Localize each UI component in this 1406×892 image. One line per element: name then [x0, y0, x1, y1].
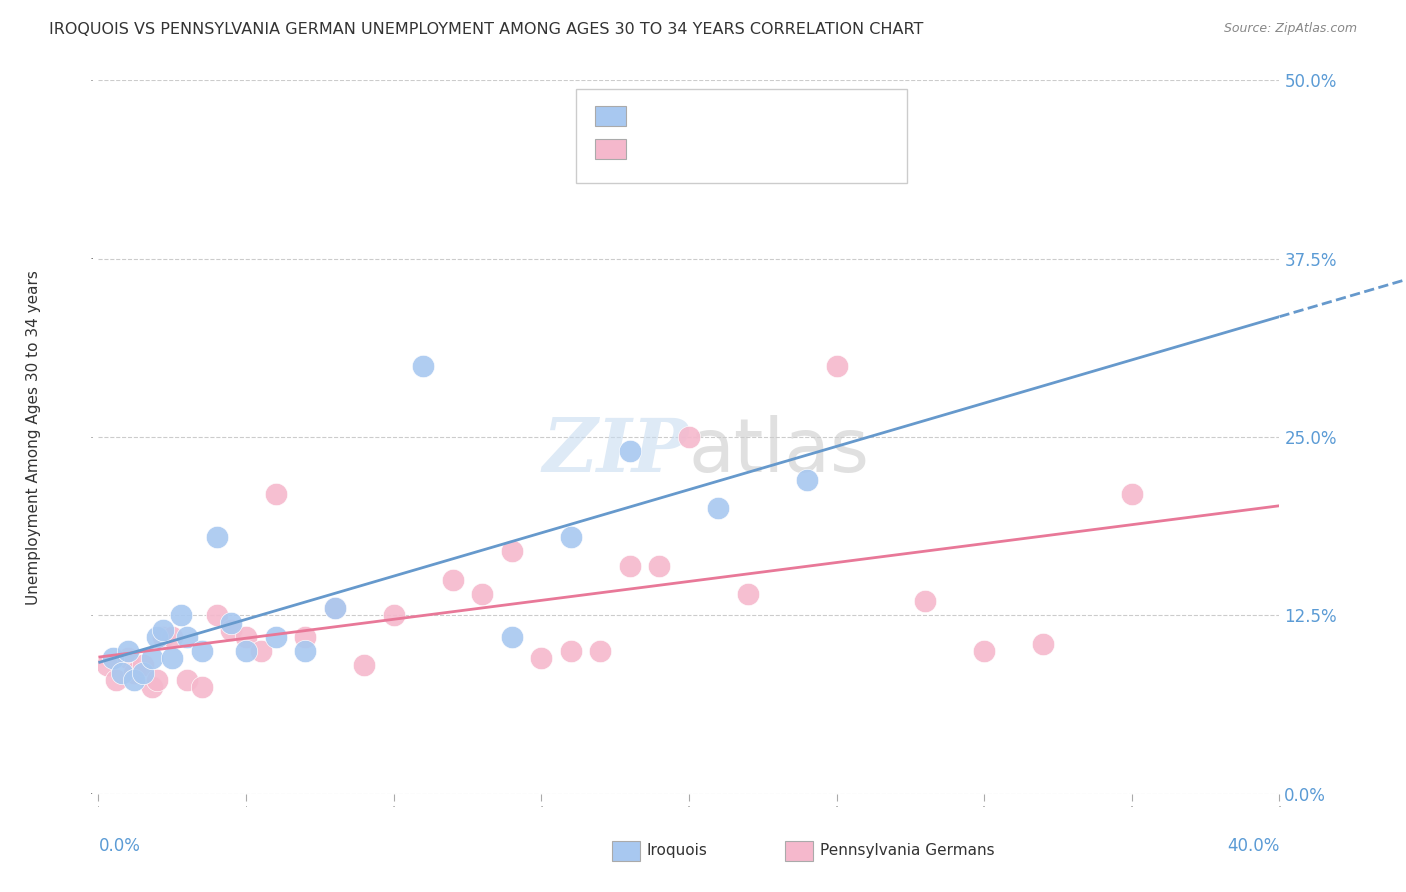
Point: [1121, 487, 1143, 501]
Point: [560, 530, 582, 544]
Point: [176, 630, 198, 644]
Point: [294, 630, 316, 644]
Point: [471, 587, 494, 601]
Point: [146, 630, 169, 644]
Point: [117, 644, 139, 658]
Point: [560, 644, 582, 658]
Text: 0.500: 0.500: [681, 110, 728, 125]
Point: [191, 680, 214, 694]
Point: [250, 644, 273, 658]
Point: [191, 644, 214, 658]
Point: [205, 530, 228, 544]
Text: R =: R =: [634, 110, 668, 125]
Point: [412, 359, 434, 373]
Point: [648, 558, 671, 573]
Point: [235, 644, 257, 658]
Point: [152, 630, 174, 644]
Point: [96, 658, 118, 673]
Point: [796, 473, 818, 487]
Text: Iroquois: Iroquois: [647, 843, 707, 857]
Point: [264, 487, 287, 501]
Text: Source: ZipAtlas.com: Source: ZipAtlas.com: [1223, 22, 1357, 36]
Point: [382, 608, 405, 623]
Point: [152, 623, 174, 637]
Point: [914, 594, 936, 608]
Point: [122, 665, 145, 680]
Text: Unemployment Among Ages 30 to 34 years: Unemployment Among Ages 30 to 34 years: [25, 269, 41, 605]
Point: [294, 644, 316, 658]
Point: [589, 644, 612, 658]
Text: 0.311: 0.311: [681, 143, 728, 158]
Point: [323, 601, 346, 615]
Text: N = 35: N = 35: [754, 143, 811, 158]
Point: [122, 673, 145, 687]
Point: [141, 680, 163, 694]
Text: N = 22: N = 22: [754, 110, 811, 125]
Point: [501, 544, 523, 558]
Text: Pennsylvania Germans: Pennsylvania Germans: [820, 843, 994, 857]
Point: [221, 615, 243, 630]
Point: [973, 644, 995, 658]
Point: [162, 630, 183, 644]
Text: 0.0%: 0.0%: [98, 837, 141, 855]
Point: [205, 608, 228, 623]
Point: [141, 651, 163, 665]
Point: [737, 587, 759, 601]
Point: [117, 651, 139, 665]
Point: [162, 651, 183, 665]
Point: [132, 658, 155, 673]
Point: [530, 651, 553, 665]
Text: ZIP: ZIP: [543, 415, 689, 488]
Point: [501, 630, 523, 644]
Point: [146, 673, 169, 687]
Point: [619, 558, 641, 573]
Point: [103, 651, 125, 665]
Point: [111, 665, 134, 680]
Text: R =: R =: [634, 143, 672, 158]
Point: [105, 673, 128, 687]
Point: [323, 601, 346, 615]
Point: [221, 623, 243, 637]
Point: [825, 359, 848, 373]
Point: [176, 673, 198, 687]
Point: [1032, 637, 1054, 651]
Text: atlas: atlas: [689, 415, 870, 488]
Point: [678, 430, 700, 444]
Point: [441, 573, 464, 587]
Point: [235, 630, 257, 644]
Point: [264, 630, 287, 644]
Text: 40.0%: 40.0%: [1227, 837, 1279, 855]
Point: [707, 501, 730, 516]
Point: [353, 658, 375, 673]
Point: [170, 608, 193, 623]
Point: [132, 665, 155, 680]
Point: [619, 444, 641, 458]
Text: IROQUOIS VS PENNSYLVANIA GERMAN UNEMPLOYMENT AMONG AGES 30 TO 34 YEARS CORRELATI: IROQUOIS VS PENNSYLVANIA GERMAN UNEMPLOY…: [49, 22, 924, 37]
